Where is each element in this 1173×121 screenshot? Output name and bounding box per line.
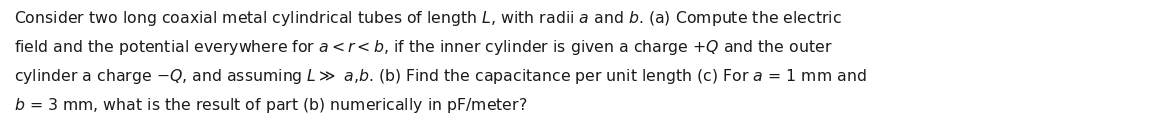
Text: field and the potential everywhere for $a < r < b$, if the inner cylinder is giv: field and the potential everywhere for $… <box>14 38 833 56</box>
Text: cylinder a charge $-Q$, and assuming $L \gg$ $a$,$b$. (b) Find the capacitance p: cylinder a charge $-Q$, and assuming $L … <box>14 67 867 85</box>
Text: Consider two long coaxial metal cylindrical tubes of length $L$, with radii $a$ : Consider two long coaxial metal cylindri… <box>14 8 842 27</box>
Text: $b$ = 3 mm, what is the result of part (b) numerically in pF/meter?: $b$ = 3 mm, what is the result of part (… <box>14 96 528 114</box>
